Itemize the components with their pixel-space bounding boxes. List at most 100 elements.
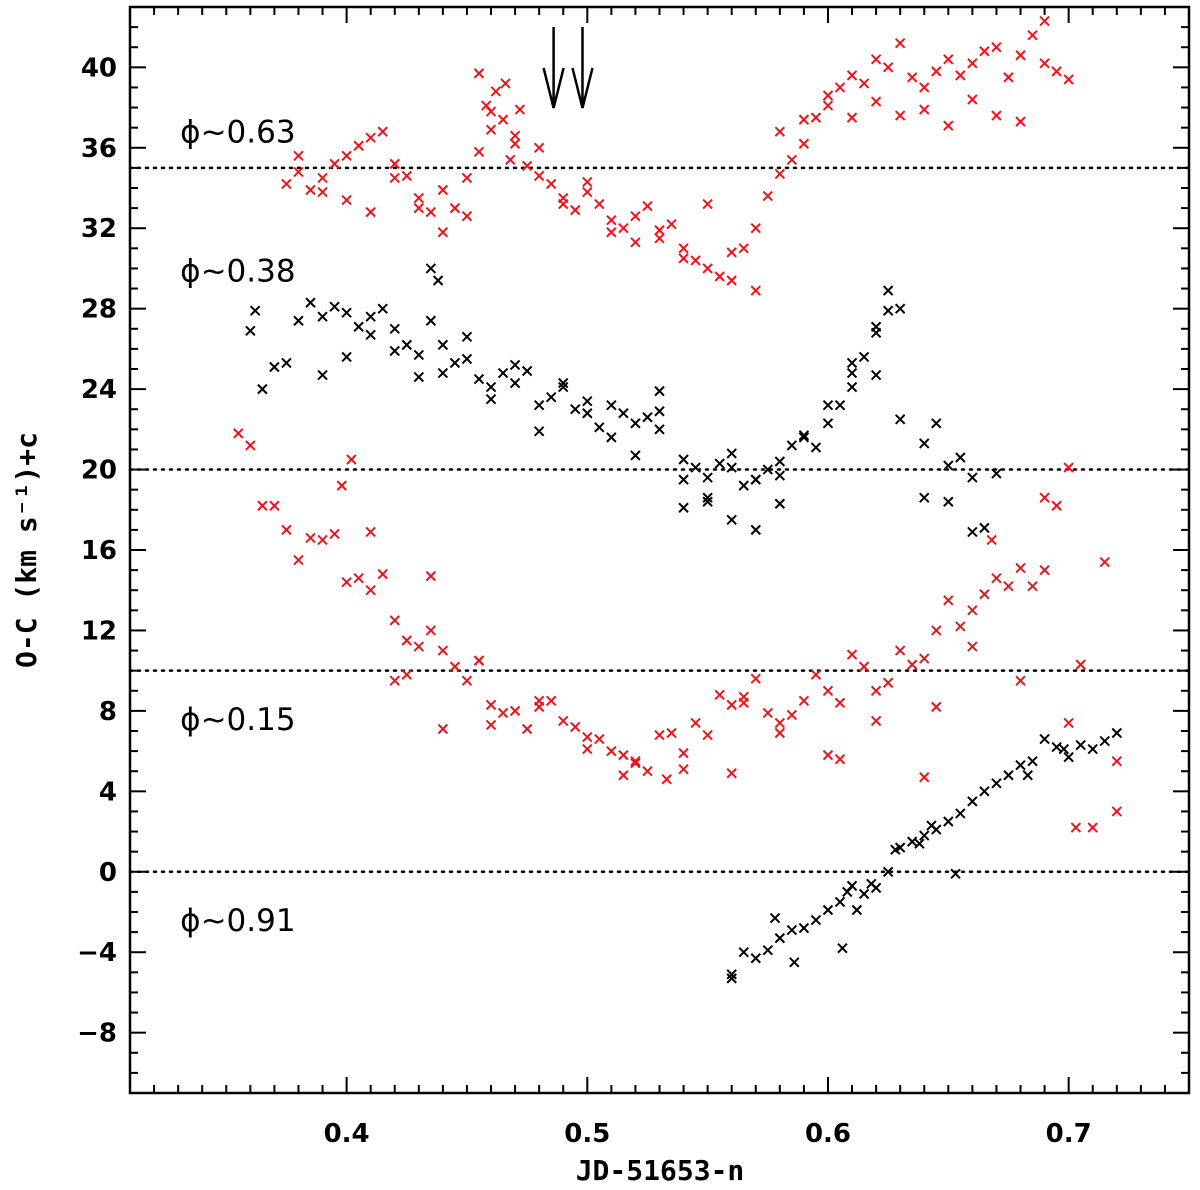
data-point [293, 554, 304, 566]
data-point [281, 524, 292, 536]
data-point [558, 377, 569, 389]
data-point [894, 37, 906, 49]
data-point [943, 54, 954, 65]
data-point [762, 464, 774, 475]
data-point [979, 46, 990, 57]
axis-ticks [130, 7, 1189, 1093]
data-point [919, 830, 930, 841]
data-point [485, 124, 497, 135]
data-point [1015, 562, 1026, 574]
data-point [425, 315, 437, 326]
data-point [870, 685, 882, 696]
data-point [1039, 58, 1050, 69]
data-point [413, 371, 425, 383]
x-tick-label: 0.4 [324, 1119, 370, 1149]
data-point [678, 253, 689, 264]
data-point [894, 303, 906, 314]
data-point [666, 218, 677, 230]
data-point [690, 717, 701, 729]
data-point [842, 886, 853, 898]
data-point [437, 723, 449, 735]
data-point [1099, 735, 1110, 747]
data-point [509, 377, 521, 389]
data-point [377, 303, 388, 314]
data-point [678, 474, 689, 485]
data-point [943, 595, 954, 606]
data-point [353, 140, 364, 151]
data-point [413, 202, 425, 214]
data-point [1003, 580, 1014, 592]
data-point [401, 339, 412, 351]
data-point [870, 715, 882, 727]
data-point [389, 615, 400, 626]
data-point [606, 432, 617, 443]
data-point [726, 768, 737, 779]
data-point [413, 641, 425, 652]
data-point [846, 649, 858, 660]
data-point [882, 285, 894, 296]
data-point [269, 361, 280, 373]
data-point [473, 655, 485, 666]
data-point [642, 200, 653, 212]
data-point [582, 731, 593, 743]
data-point [726, 275, 737, 286]
data-point [257, 383, 268, 395]
data-point [870, 96, 882, 107]
data-point [882, 305, 894, 316]
data-point [846, 381, 858, 393]
data-point [473, 373, 485, 385]
y-tick-label: 24 [81, 375, 117, 405]
data-point [485, 381, 497, 393]
data-point [449, 357, 461, 369]
data-point [245, 325, 256, 336]
series-1 [245, 263, 1002, 538]
data-point [931, 418, 942, 429]
data-point [967, 526, 978, 538]
y-tick-label: −4 [77, 938, 117, 968]
data-point [594, 198, 605, 210]
data-point [810, 669, 822, 680]
data-point [926, 820, 937, 831]
data-point [521, 365, 533, 377]
data-point [1087, 743, 1098, 755]
data-point [919, 438, 930, 449]
data-point [473, 146, 485, 158]
data-point [846, 357, 858, 369]
arrow [571, 27, 594, 109]
data-point [919, 653, 930, 664]
data-point [570, 204, 581, 216]
data-point [702, 729, 713, 741]
data-point [678, 747, 689, 759]
data-point [533, 142, 545, 153]
data-point [1015, 50, 1026, 61]
data-point [317, 172, 328, 184]
data-point [413, 192, 425, 204]
data-point [654, 406, 665, 417]
data-point [545, 391, 557, 403]
data-point [654, 729, 665, 741]
data-point [822, 399, 834, 411]
data-point [432, 275, 444, 286]
data-point [630, 237, 641, 248]
data-point [365, 132, 376, 143]
x-axis-label: JD-51653-n [576, 1154, 745, 1187]
data-point [931, 625, 942, 636]
data-point [449, 661, 461, 672]
data-point [317, 186, 328, 198]
data-point [461, 331, 473, 343]
data-point [305, 297, 316, 308]
data-point [661, 774, 672, 785]
data-point [919, 82, 930, 93]
data-point [1022, 770, 1033, 781]
data-point [774, 126, 786, 137]
data-point [919, 492, 930, 503]
data-point [991, 572, 1002, 584]
data-point [890, 844, 901, 855]
data-point [955, 621, 966, 632]
data-point [774, 717, 786, 729]
data-point [1015, 675, 1026, 686]
data-point [798, 114, 810, 125]
data-point [533, 170, 545, 182]
data-point [473, 68, 485, 79]
